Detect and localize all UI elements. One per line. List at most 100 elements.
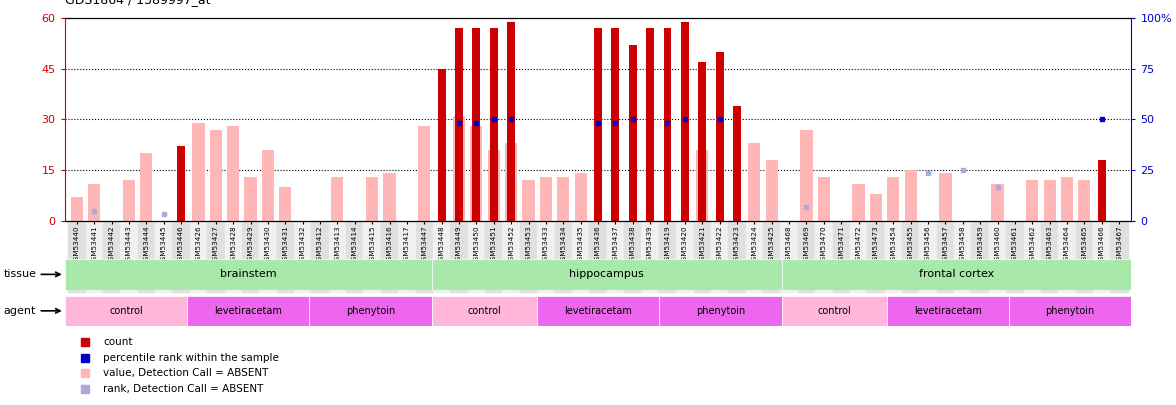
Bar bbox=[971, 221, 989, 292]
Bar bbox=[555, 221, 572, 292]
Bar bbox=[612, 28, 620, 221]
Text: control: control bbox=[817, 306, 851, 316]
Bar bbox=[797, 221, 815, 292]
Bar bbox=[450, 221, 468, 292]
Bar bbox=[711, 221, 728, 292]
Bar bbox=[178, 147, 185, 221]
Bar bbox=[276, 221, 294, 292]
Bar bbox=[676, 221, 694, 292]
Bar bbox=[728, 221, 746, 292]
Bar bbox=[329, 221, 346, 292]
Bar bbox=[189, 221, 207, 292]
Bar bbox=[245, 177, 256, 221]
Bar bbox=[557, 177, 569, 221]
Bar bbox=[65, 296, 187, 326]
Bar bbox=[989, 221, 1007, 292]
Bar bbox=[867, 221, 884, 292]
Bar bbox=[1009, 296, 1131, 326]
Bar bbox=[540, 177, 552, 221]
Bar bbox=[520, 221, 537, 292]
Bar bbox=[607, 221, 624, 292]
Bar bbox=[991, 183, 1003, 221]
Bar bbox=[716, 52, 723, 221]
Bar bbox=[624, 221, 641, 292]
Bar bbox=[505, 143, 517, 221]
Bar bbox=[71, 197, 83, 221]
Bar bbox=[455, 28, 463, 221]
Bar bbox=[766, 160, 777, 221]
Bar bbox=[485, 221, 502, 292]
Bar bbox=[102, 221, 120, 292]
Bar bbox=[312, 221, 329, 292]
Bar bbox=[801, 130, 813, 221]
Bar bbox=[920, 221, 937, 292]
Bar bbox=[242, 221, 259, 292]
Bar bbox=[262, 150, 274, 221]
Bar bbox=[433, 221, 450, 292]
Bar bbox=[629, 45, 636, 221]
Bar bbox=[259, 221, 276, 292]
Bar bbox=[870, 194, 882, 221]
Bar bbox=[68, 221, 86, 292]
Bar bbox=[887, 177, 900, 221]
Text: levetiracetam: levetiracetam bbox=[914, 306, 982, 316]
Bar bbox=[399, 221, 415, 292]
Text: frontal cortex: frontal cortex bbox=[918, 269, 994, 279]
Bar bbox=[782, 259, 1131, 290]
Bar bbox=[502, 221, 520, 292]
Bar bbox=[699, 62, 706, 221]
Bar bbox=[120, 221, 138, 292]
Bar bbox=[659, 221, 676, 292]
Bar bbox=[332, 177, 343, 221]
Bar bbox=[781, 221, 797, 292]
Bar bbox=[86, 221, 102, 292]
Bar bbox=[681, 21, 689, 221]
Bar bbox=[887, 296, 1009, 326]
Bar bbox=[748, 143, 761, 221]
Bar bbox=[122, 180, 135, 221]
Bar bbox=[904, 170, 917, 221]
Bar bbox=[733, 106, 741, 221]
Bar bbox=[940, 173, 951, 221]
Bar bbox=[850, 221, 867, 292]
Text: agent: agent bbox=[4, 306, 36, 316]
Text: phenytoin: phenytoin bbox=[696, 306, 746, 316]
Bar bbox=[1041, 221, 1058, 292]
Bar bbox=[468, 221, 485, 292]
Text: value, Detection Call = ABSENT: value, Detection Call = ABSENT bbox=[103, 369, 268, 378]
Bar bbox=[782, 296, 887, 326]
Bar bbox=[88, 183, 100, 221]
Bar bbox=[187, 296, 309, 326]
Bar bbox=[763, 221, 781, 292]
Bar bbox=[453, 116, 465, 221]
Bar bbox=[902, 221, 920, 292]
Bar bbox=[470, 126, 482, 221]
Bar bbox=[1098, 160, 1105, 221]
Bar bbox=[138, 221, 155, 292]
Bar bbox=[507, 21, 515, 221]
Bar bbox=[817, 177, 830, 221]
Bar bbox=[1076, 221, 1094, 292]
Text: brainstem: brainstem bbox=[220, 269, 276, 279]
Text: levetiracetam: levetiracetam bbox=[564, 306, 632, 316]
Bar bbox=[833, 221, 850, 292]
Bar bbox=[279, 187, 292, 221]
Text: hippocampus: hippocampus bbox=[569, 269, 644, 279]
Text: tissue: tissue bbox=[4, 269, 36, 279]
Text: rank, Detection Call = ABSENT: rank, Detection Call = ABSENT bbox=[103, 384, 263, 394]
Bar bbox=[589, 221, 607, 292]
Bar bbox=[381, 221, 399, 292]
Bar bbox=[309, 296, 432, 326]
Bar bbox=[173, 221, 189, 292]
Bar bbox=[419, 126, 430, 221]
Text: phenytoin: phenytoin bbox=[346, 306, 395, 316]
Bar bbox=[536, 296, 660, 326]
Text: phenytoin: phenytoin bbox=[1045, 306, 1095, 316]
Bar bbox=[346, 221, 363, 292]
Bar bbox=[1023, 221, 1041, 292]
Bar bbox=[207, 221, 225, 292]
Bar bbox=[193, 123, 205, 221]
Bar bbox=[746, 221, 763, 292]
Text: GDS1864 / 1389997_at: GDS1864 / 1389997_at bbox=[65, 0, 211, 6]
Bar bbox=[1078, 180, 1090, 221]
